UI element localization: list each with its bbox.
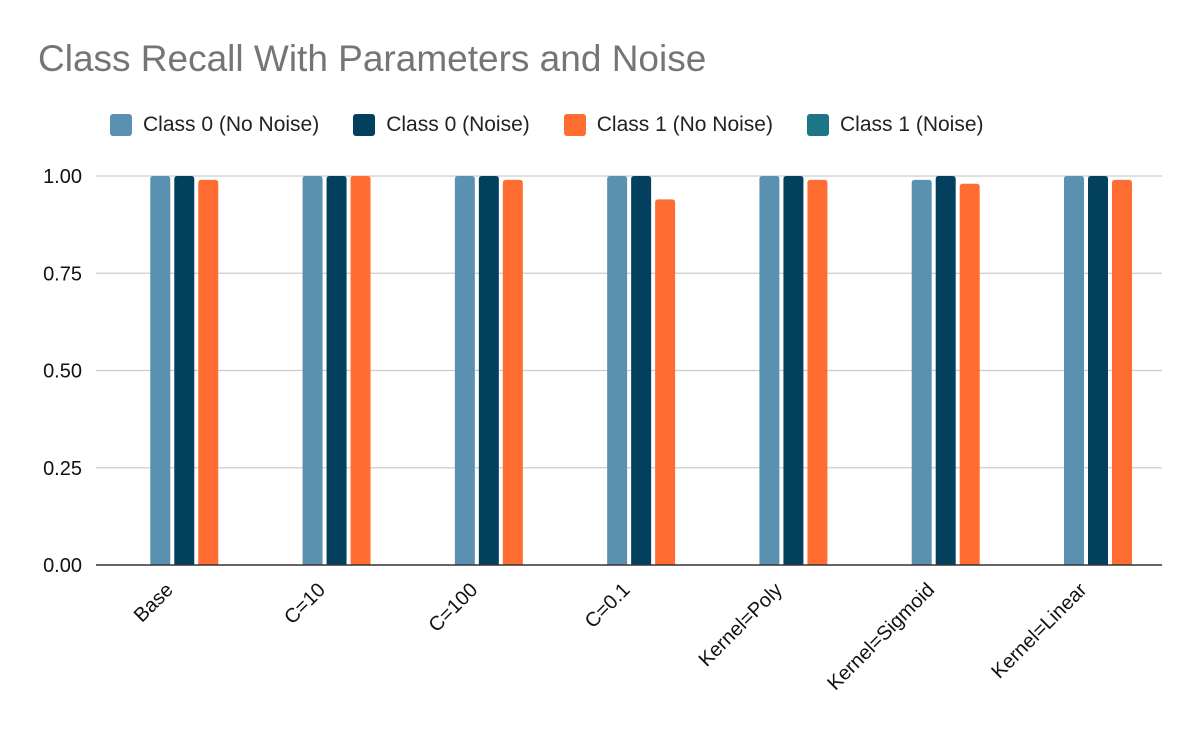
x-tick-label: Kernel=Poly	[695, 579, 787, 671]
bar	[350, 176, 371, 565]
bar	[326, 176, 347, 565]
legend-swatch	[806, 114, 829, 136]
y-tick-label: 0.00	[43, 555, 82, 577]
bar	[607, 176, 628, 565]
legend-swatch	[563, 114, 586, 136]
y-tick-label: 0.25	[43, 458, 82, 480]
chart-title: Class Recall With Parameters and Noise	[38, 38, 707, 79]
legend-swatch	[353, 114, 376, 136]
legend-item: Class 0 (No Noise)	[110, 113, 319, 137]
y-tick-label: 0.50	[43, 361, 82, 383]
bar	[783, 176, 804, 565]
x-tick-label: Kernel=Linear	[987, 579, 1091, 683]
legend-label: Class 1 (No Noise)	[596, 113, 773, 136]
x-tick-label: Base	[130, 579, 178, 627]
bar	[959, 183, 980, 565]
bar	[631, 176, 652, 565]
bar	[655, 199, 676, 565]
bar	[478, 176, 499, 565]
bar	[759, 176, 780, 565]
legend-swatch	[110, 114, 132, 136]
bar	[302, 176, 323, 565]
bar	[454, 176, 475, 565]
legend-item: Class 1 (Noise)	[806, 113, 984, 137]
bar	[1111, 179, 1132, 565]
bar	[1087, 176, 1108, 565]
bar	[174, 176, 195, 565]
x-tick-label: Kernel=Sigmoid	[823, 579, 939, 695]
y-tick-label: 1.00	[43, 166, 82, 188]
chart-legend: Class 0 (No Noise) Class 0 (Noise) Class 1…	[110, 110, 1018, 140]
x-tick-label: C=10	[280, 579, 330, 629]
legend-item: Class 0 (Noise)	[353, 113, 530, 137]
bar	[502, 179, 523, 565]
bar	[150, 176, 171, 565]
bar	[1063, 176, 1084, 565]
legend-item: Class 1 (No Noise)	[563, 113, 773, 137]
x-tick-label: C=100	[425, 579, 483, 637]
bar	[198, 179, 219, 565]
legend-label: Class 0 (No Noise)	[143, 113, 320, 136]
legend-label: Class 1 (Noise)	[839, 113, 984, 136]
bar	[807, 179, 828, 565]
legend-label: Class 0 (Noise)	[386, 113, 530, 136]
bar	[935, 176, 956, 565]
y-tick-label: 0.75	[43, 263, 82, 285]
bar	[911, 179, 932, 565]
x-tick-label: C=0.1	[581, 579, 635, 633]
